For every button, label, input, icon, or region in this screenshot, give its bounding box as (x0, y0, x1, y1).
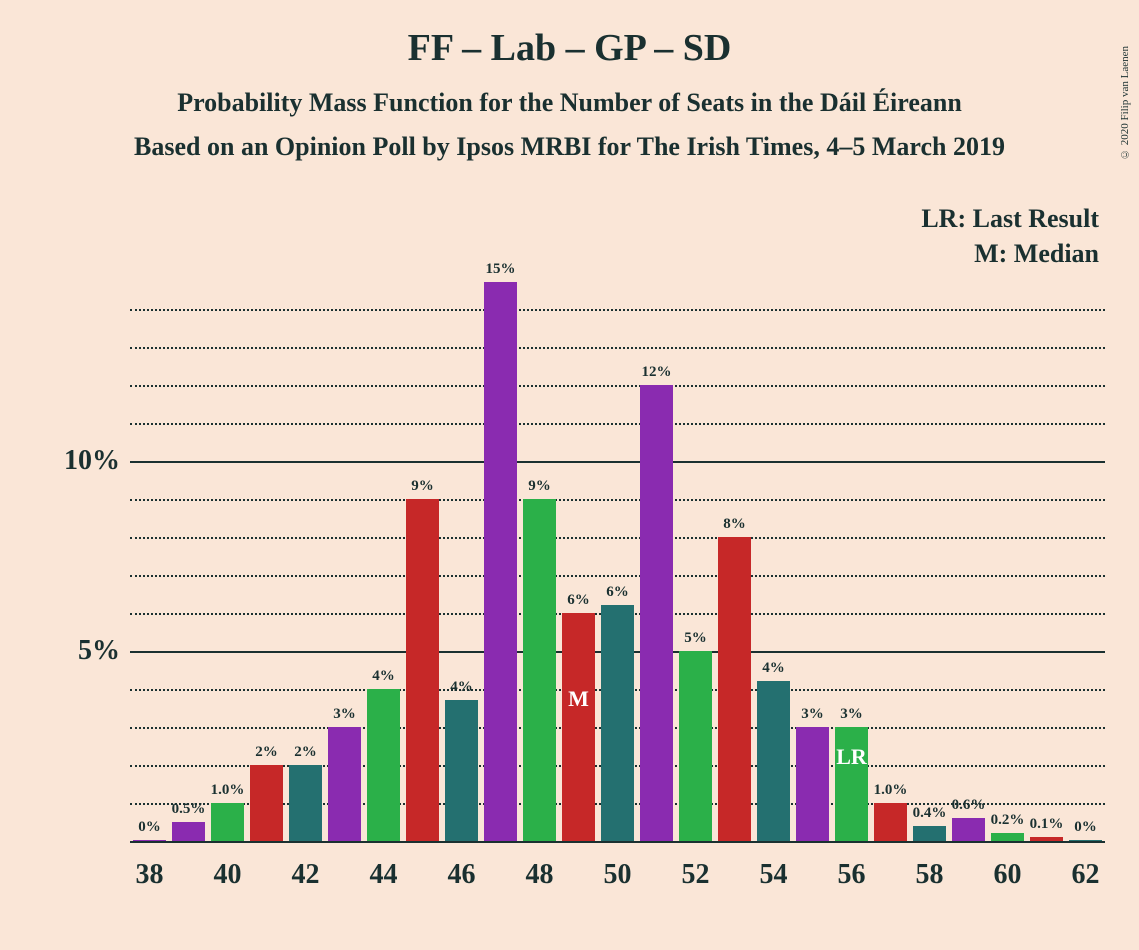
bar-value-label: 6% (588, 584, 648, 601)
bar-value-label: 2% (276, 744, 336, 761)
chart-title: FF – Lab – GP – SD (0, 26, 1139, 70)
bar (640, 385, 673, 841)
x-axis-label: 50 (604, 859, 632, 891)
bar-value-label: 4% (354, 668, 414, 685)
bar-value-label: 12% (627, 364, 687, 381)
x-axis-label: 40 (214, 859, 242, 891)
bar-value-label: 9% (510, 478, 570, 495)
chart-subtitle-2: Based on an Opinion Poll by Ipsos MRBI f… (0, 132, 1139, 162)
x-axis-label: 54 (760, 859, 788, 891)
x-axis-label: 52 (682, 859, 710, 891)
median-marker: M (562, 686, 595, 712)
bar-value-label: 0.5% (159, 801, 219, 818)
x-axis-label: 42 (292, 859, 320, 891)
legend-lr: LR: Last Result (921, 204, 1099, 234)
gridline-minor (130, 499, 1105, 501)
bar-value-label: 3% (822, 706, 882, 723)
gridline-minor (130, 575, 1105, 577)
bar (679, 651, 712, 841)
gridline-major (130, 461, 1105, 463)
x-axis-label: 58 (916, 859, 944, 891)
bar (406, 499, 439, 841)
x-axis-label: 48 (526, 859, 554, 891)
bar (172, 822, 205, 841)
bar (796, 727, 829, 841)
bar (289, 765, 322, 841)
bar-value-label: 1.0% (198, 782, 258, 799)
bar-value-label: 5% (666, 630, 726, 647)
bar (367, 689, 400, 841)
gridline-minor (130, 309, 1105, 311)
y-axis-label: 5% (78, 635, 120, 667)
x-axis-label: 38 (136, 859, 164, 891)
bar (601, 605, 634, 841)
bar (133, 840, 166, 841)
bar (523, 499, 556, 841)
bar (1030, 837, 1063, 841)
x-axis-label: 62 (1072, 859, 1100, 891)
bar-value-label: 4% (744, 660, 804, 677)
gridline-minor (130, 537, 1105, 539)
gridline-minor (130, 385, 1105, 387)
gridline-baseline (130, 841, 1105, 843)
bar (445, 700, 478, 841)
chart-subtitle-1: Probability Mass Function for the Number… (0, 88, 1139, 118)
x-axis-label: 44 (370, 859, 398, 891)
x-axis-label: 56 (838, 859, 866, 891)
bar (484, 282, 517, 841)
bar (211, 803, 244, 841)
x-axis-label: 60 (994, 859, 1022, 891)
bar (718, 537, 751, 841)
x-axis-label: 46 (448, 859, 476, 891)
gridline-minor (130, 423, 1105, 425)
bar-value-label: 0% (1056, 819, 1116, 836)
bar (1069, 840, 1102, 841)
y-axis-label: 10% (64, 445, 120, 477)
chart-plot-area: 5%10%384042444648505254565860620%0.5%1.0… (130, 271, 1105, 841)
bar-value-label: 0% (120, 819, 180, 836)
bar-value-label: 3% (315, 706, 375, 723)
last-result-marker: LR (835, 744, 868, 770)
legend-m: M: Median (974, 239, 1099, 269)
bar-value-label: 1.0% (861, 782, 921, 799)
bar-value-label: 9% (393, 478, 453, 495)
bar-value-label: 8% (705, 516, 765, 533)
bar (250, 765, 283, 841)
copyright-text: © 2020 Filip van Laenen (1119, 46, 1131, 160)
bar-value-label: 4% (432, 679, 492, 696)
bar: M (562, 613, 595, 841)
bar (913, 826, 946, 841)
bar (991, 833, 1024, 841)
gridline-minor (130, 347, 1105, 349)
bar-value-label: 15% (471, 261, 531, 278)
bar (328, 727, 361, 841)
